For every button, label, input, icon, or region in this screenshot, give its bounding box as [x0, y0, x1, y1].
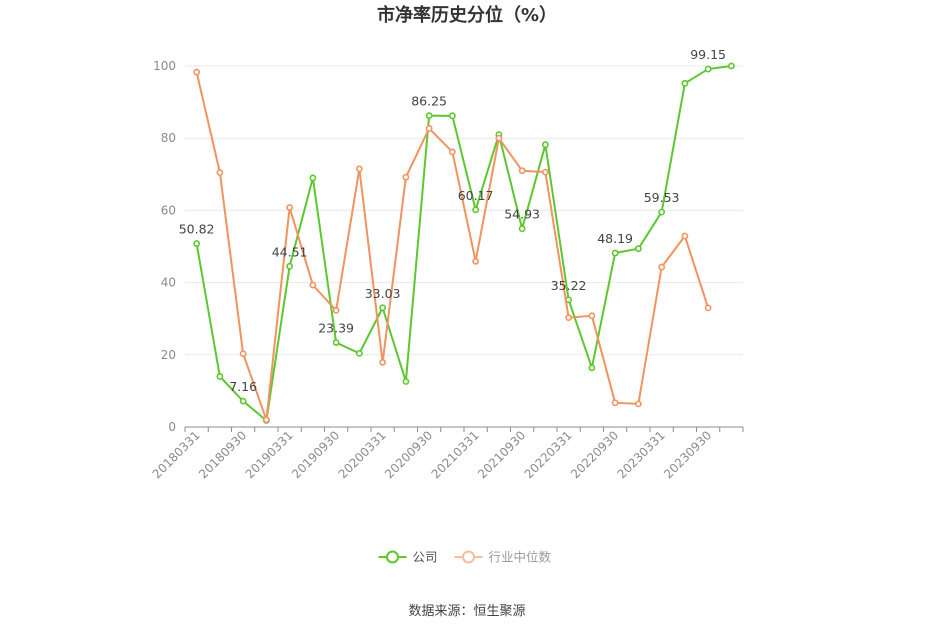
legend-label: 公司: [413, 550, 438, 565]
x-tick-label: 20190930: [289, 428, 342, 481]
x-tick-label: 20200331: [336, 428, 389, 481]
data-label: 86.25: [411, 94, 447, 109]
data-point[interactable]: [286, 204, 294, 211]
data-point[interactable]: [565, 314, 573, 322]
x-tick-label: 20230331: [615, 428, 668, 481]
series-lines: [193, 62, 735, 424]
legend-label: 行业中位数: [489, 550, 552, 565]
data-point[interactable]: [472, 206, 480, 214]
data-point[interactable]: [193, 240, 201, 247]
y-tick-label: 80: [161, 131, 176, 145]
data-label: 99.15: [690, 47, 726, 62]
data-point[interactable]: [402, 173, 410, 181]
data-point[interactable]: [402, 378, 410, 385]
data-point[interactable]: [634, 400, 642, 408]
data-point[interactable]: [658, 208, 666, 216]
data-point[interactable]: [309, 174, 317, 182]
legend[interactable]: 公司 行业中位数: [378, 550, 552, 565]
x-tick-label: 20180930: [196, 428, 249, 481]
data-point[interactable]: [379, 304, 387, 312]
data-point[interactable]: [332, 306, 340, 314]
data-point[interactable]: [495, 134, 503, 142]
data-point[interactable]: [425, 112, 433, 120]
x-tick-label: 20200930: [382, 428, 435, 481]
x-tick-label: 20220331: [522, 428, 575, 481]
data-point[interactable]: [518, 167, 526, 175]
data-point[interactable]: [425, 125, 433, 132]
y-tick-label: 20: [161, 348, 176, 362]
legend-item-1[interactable]: 行业中位数: [454, 550, 552, 565]
data-point[interactable]: [448, 112, 456, 120]
data-point[interactable]: [309, 281, 317, 289]
source-text: 数据来源：恒生聚源: [408, 604, 525, 619]
data-label: 33.03: [365, 286, 401, 301]
y-tick-label: 0: [168, 420, 176, 434]
data-point[interactable]: [634, 245, 642, 253]
x-tick-label: 20210331: [429, 428, 482, 481]
x-tick-label: 20230930: [661, 428, 714, 481]
data-point[interactable]: [355, 165, 363, 173]
data-point[interactable]: [681, 79, 689, 87]
data-point[interactable]: [704, 304, 712, 312]
data-label: 50.82: [179, 222, 215, 237]
x-tick-label: 20180331: [150, 428, 203, 481]
data-label: 35.22: [551, 278, 587, 293]
y-tick-label: 100: [153, 59, 176, 73]
data-point[interactable]: [239, 350, 247, 358]
data-point[interactable]: [193, 68, 201, 76]
legend-item-0[interactable]: 公司: [378, 550, 438, 565]
data-label: 59.53: [644, 190, 680, 205]
x-tick-label: 20220930: [568, 428, 621, 481]
data-point[interactable]: [611, 399, 619, 407]
x-tick-label: 20210930: [475, 428, 528, 481]
legend-swatch-marker: [462, 550, 475, 564]
y-tick-label: 40: [161, 276, 176, 290]
data-point[interactable]: [216, 373, 224, 380]
data-label: 23.39: [318, 321, 354, 336]
data-point[interactable]: [541, 168, 549, 176]
data-point[interactable]: [355, 349, 363, 357]
data-label: 54.93: [504, 207, 540, 222]
data-point[interactable]: [588, 312, 596, 320]
data-label: 60.17: [458, 188, 494, 203]
data-label: 7.16: [229, 379, 257, 394]
data-point[interactable]: [727, 62, 735, 70]
data-point[interactable]: [448, 148, 456, 156]
data-point[interactable]: [379, 358, 387, 366]
chart-title: 市净率历史分位（%）: [377, 4, 557, 26]
data-point[interactable]: [541, 141, 549, 149]
data-point[interactable]: [658, 263, 666, 271]
data-point[interactable]: [216, 169, 224, 176]
data-point[interactable]: [332, 339, 340, 346]
data-point[interactable]: [518, 225, 526, 233]
data-point[interactable]: [472, 257, 480, 265]
series-line-0: [195, 65, 732, 422]
data-label: 48.19: [597, 231, 633, 246]
data-point[interactable]: [588, 364, 596, 372]
data-point[interactable]: [611, 249, 619, 257]
data-point[interactable]: [262, 416, 270, 424]
data-label: 44.51: [272, 244, 308, 259]
x-tick-label: 20190331: [243, 428, 296, 481]
data-point[interactable]: [704, 65, 712, 73]
data-point[interactable]: [681, 232, 689, 240]
data-point[interactable]: [239, 397, 247, 405]
data-labels: 50.82 7.16 44.51 23.39 33.03 86.25 60.17 54.93 3…: [179, 47, 726, 394]
axes: 0 20 40 60 80 100 2018033120180930201903312019…: [150, 59, 744, 481]
y-tick-label: 60: [161, 203, 176, 217]
legend-swatch-marker: [386, 550, 399, 564]
data-point[interactable]: [286, 262, 294, 270]
